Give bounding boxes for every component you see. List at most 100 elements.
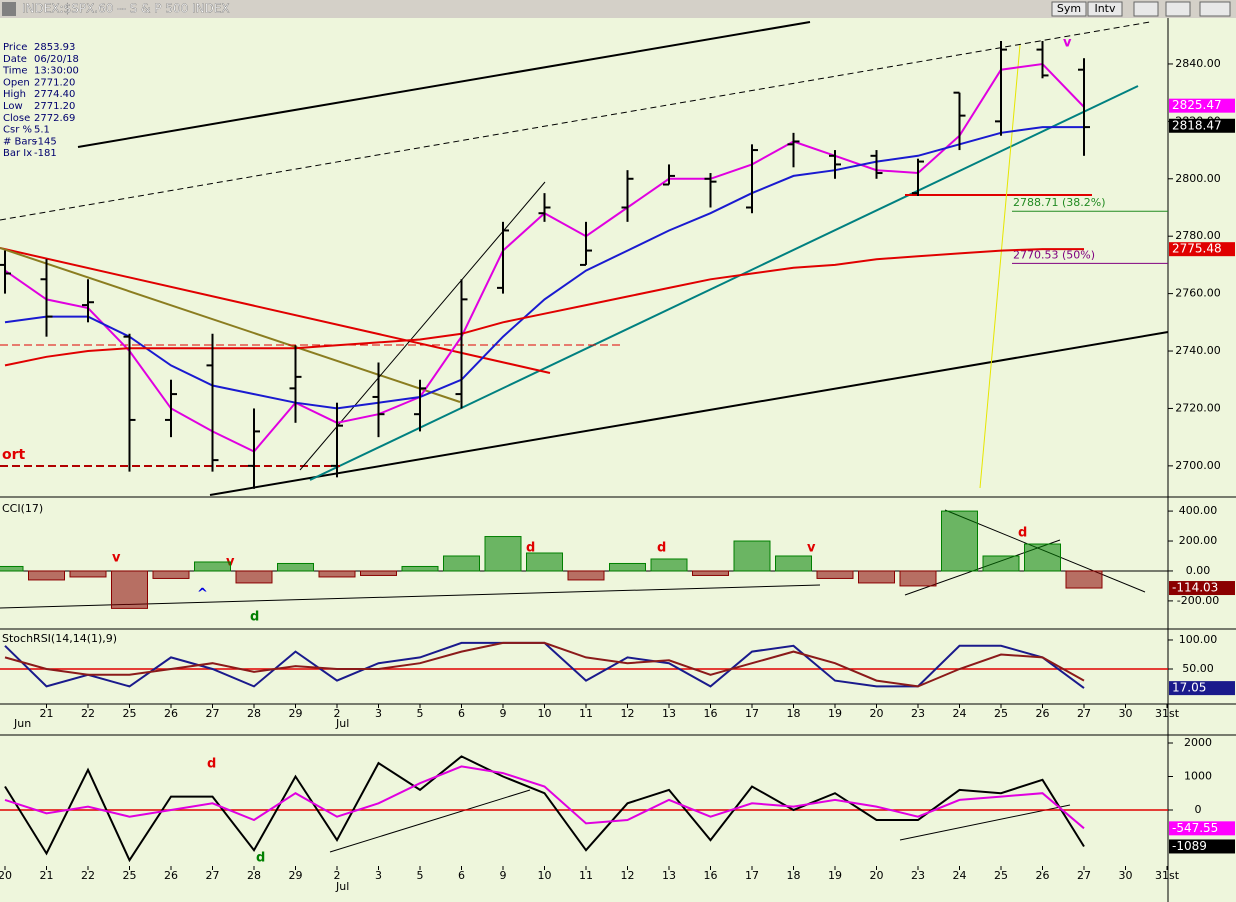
annotation: d [256, 851, 265, 866]
x-tick-label: 24 [953, 707, 967, 720]
x-tick-label: 18 [787, 869, 801, 882]
month-label: Jul [335, 717, 349, 730]
value-box [1169, 839, 1235, 854]
x-tick-label: 16 [704, 707, 718, 720]
app-icon [2, 2, 16, 16]
series-line [4, 765, 1085, 830]
trendline [0, 21, 1151, 221]
histogram-bar [775, 555, 812, 572]
y-tick-label: 2720.00 [1175, 401, 1221, 414]
histogram-bar [1024, 543, 1061, 572]
x-tick-label: 25 [123, 869, 137, 882]
histogram-bar [111, 570, 148, 609]
x-tick-label: 3 [375, 707, 382, 720]
value-box-label: 2818.47 [1172, 118, 1222, 132]
x-tick-label: 29 [289, 869, 303, 882]
x-tick-label: 26 [1036, 869, 1050, 882]
info-box: Price 2853.93 Date 06/20/18 Time 13:30:00 Open… [2, 42, 79, 159]
info-value: 2772.69 [34, 113, 75, 124]
annotation: ^ [197, 587, 208, 602]
x-tick-label: 21 [40, 707, 54, 720]
y-tick-label: 0 [1195, 803, 1202, 816]
x-tick-label: 23 [911, 707, 925, 720]
panel-title: CCI(17) [2, 502, 43, 515]
histogram-bar [277, 562, 314, 572]
value-box-label: -1089 [1172, 839, 1207, 853]
x-tick-label: 17 [745, 707, 759, 720]
info-label: Price [3, 42, 27, 53]
y-tick-label: 2780.00 [1175, 229, 1221, 242]
x-tick-label: 13 [662, 707, 676, 720]
x-tick-label: 3 [375, 869, 382, 882]
moving-average [4, 248, 1084, 367]
info-value: 2771.20 [34, 77, 75, 88]
info-label: Time [2, 66, 27, 77]
histogram-bar [733, 540, 771, 572]
histogram-bar [941, 510, 978, 572]
x-tick-label: 20 [0, 869, 12, 882]
sym-button[interactable] [1051, 1, 1087, 17]
x-tick-label: 6 [458, 707, 465, 720]
histogram-bar [982, 555, 1020, 572]
value-box-label: -114.03 [1172, 581, 1218, 595]
panel-frame [0, 18, 1236, 902]
intv-button[interactable] [1087, 1, 1123, 17]
x-tick-label: 10 [538, 707, 552, 720]
value-box-label: 2775.48 [1172, 242, 1222, 256]
x-tick-label: 24 [953, 869, 967, 882]
trendline [0, 247, 551, 374]
x-tick-label: 9 [500, 707, 507, 720]
x-tick-label: 12 [621, 707, 635, 720]
x-tick-label: 5 [417, 707, 424, 720]
x-tick-label: 27 [206, 869, 220, 882]
osc-trendline [899, 804, 1071, 841]
histogram-bar [609, 562, 646, 572]
x-tick-label: 10 [538, 869, 552, 882]
info-label: Bar Ix [3, 148, 32, 159]
x-tick-label: 27 [1077, 707, 1091, 720]
window-title: INDEX:$SPX.60 -- S & P 500 INDEX [22, 2, 230, 16]
x-tick-label: 26 [1036, 707, 1050, 720]
month-label: Jul [335, 880, 349, 893]
histogram-bar [152, 570, 190, 579]
info-value: 5.1 [34, 125, 50, 136]
x-tick-label: 25 [994, 707, 1008, 720]
value-box-label: 17.05 [1172, 681, 1206, 695]
close-button[interactable] [1199, 1, 1231, 17]
histogram-bar [28, 570, 65, 581]
trendline [979, 44, 1021, 489]
info-label: Close [3, 113, 30, 124]
histogram-bar [69, 570, 107, 578]
annotation: d [1018, 526, 1027, 541]
x-tick-label: 27 [206, 707, 220, 720]
histogram-bar [858, 570, 895, 584]
y-tick-label: 2840.00 [1175, 57, 1221, 70]
x-tick-label: 31st [1155, 707, 1180, 720]
title-bar [0, 0, 1236, 18]
y-tick-label: 2700.00 [1175, 459, 1221, 472]
x-tick-label: 20 [870, 869, 884, 882]
info-label: High [3, 89, 26, 100]
annotation: d [657, 541, 666, 556]
x-tick-label: 19 [828, 707, 842, 720]
trendline [77, 21, 811, 148]
x-tick-label: 28 [247, 869, 261, 882]
y-tick-label: 2800.00 [1175, 172, 1221, 185]
value-box [1169, 681, 1235, 696]
x-tick-label: 13 [662, 869, 676, 882]
annotation: d [250, 610, 259, 625]
y-tick-label: 2740.00 [1175, 344, 1221, 357]
minimize-button[interactable] [1133, 1, 1159, 17]
info-value: 13:30:00 [34, 66, 79, 77]
info-label: Open [3, 77, 30, 88]
maximize-button[interactable] [1165, 1, 1191, 17]
x-tick-label: 27 [1077, 869, 1091, 882]
info-value: -145 [34, 136, 57, 147]
x-tick-label: 26 [164, 869, 178, 882]
info-label: # Bars [3, 136, 37, 147]
info-value: 2771.20 [34, 101, 75, 112]
info-value: 2853.93 [34, 42, 75, 53]
histogram-bar [899, 570, 937, 587]
histogram-bar [401, 565, 439, 572]
y-tick-label: 2000 [1184, 736, 1212, 749]
